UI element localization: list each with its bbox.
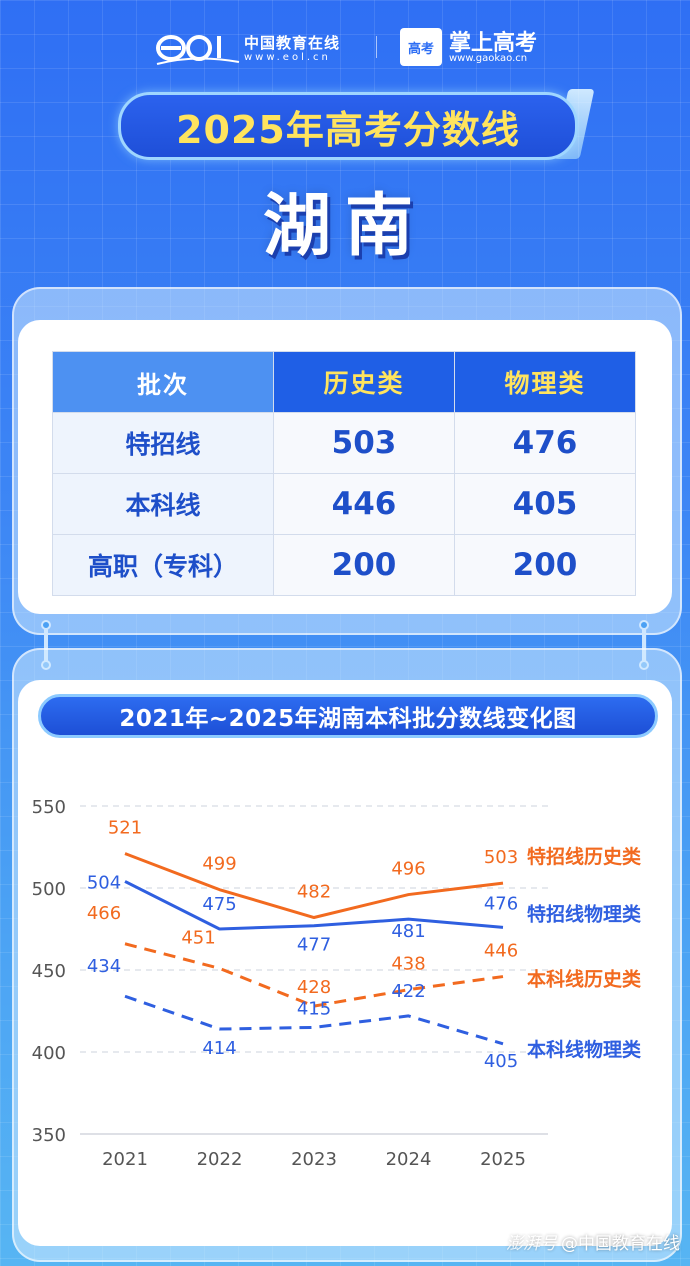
- header-divider: [376, 36, 377, 58]
- data-label: 414: [202, 1038, 236, 1059]
- header: 中国教育在线 www.eol.cn 高考 掌上高考 www.gaokao.cn: [0, 22, 690, 72]
- row-label: 本科线: [52, 473, 274, 535]
- data-label: 504: [87, 872, 121, 893]
- data-label: 415: [297, 998, 331, 1019]
- x-tick-label: 2021: [102, 1149, 148, 1170]
- y-tick-label: 400: [32, 1043, 66, 1064]
- data-label: 503: [484, 847, 518, 868]
- y-tick-label: 450: [32, 961, 66, 982]
- physics-score: 200: [454, 534, 636, 596]
- x-tick-label: 2025: [480, 1149, 526, 1170]
- data-label: 434: [87, 956, 121, 977]
- series-line: [124, 942, 504, 1008]
- y-tick-label: 500: [32, 879, 66, 900]
- row-label: 高职（专科）: [52, 534, 274, 596]
- eol-name: 中国教育在线: [244, 34, 341, 52]
- x-tick-label: 2024: [386, 1149, 432, 1170]
- data-label: 422: [391, 981, 425, 1002]
- header-history: 历史类: [273, 351, 455, 413]
- watermark-text: @中国教育在线: [561, 1234, 680, 1254]
- data-label: 405: [484, 1051, 518, 1072]
- watermark-prefix: 澎湃号: [506, 1234, 557, 1254]
- series-name-label: 特招线物理类: [527, 902, 641, 925]
- province-title: 湖南: [262, 187, 427, 266]
- header-batch: 批次: [52, 351, 274, 413]
- history-score: 446: [273, 473, 455, 535]
- y-tick-label: 350: [32, 1125, 66, 1146]
- series-line: [124, 852, 504, 920]
- eol-logo-icon: [156, 35, 240, 65]
- score-table: 批次 历史类 物理类 特招线 503 476 本科线 446 405 高职（专科…: [52, 351, 636, 596]
- series-line: [124, 880, 504, 931]
- chart-title: 2021年~2025年湖南本科批分数线变化图: [38, 694, 658, 738]
- row-label: 特招线: [52, 412, 274, 474]
- eol-url: www.eol.cn: [244, 52, 331, 63]
- series-line: [124, 994, 504, 1046]
- data-label: 482: [297, 882, 331, 903]
- gaokao-logo-badge: 高考: [400, 28, 442, 66]
- data-label: 477: [297, 935, 331, 956]
- physics-score: 476: [454, 412, 636, 474]
- series-name-label: 本科线物理类: [527, 1038, 641, 1061]
- x-tick-label: 2023: [291, 1149, 337, 1170]
- table-row: 特招线 503 476: [52, 412, 636, 474]
- title-banner: 2025年高考分数线: [118, 89, 595, 160]
- chart-card: [18, 680, 672, 1246]
- data-label: 521: [108, 818, 142, 839]
- series-name-label: 本科线历史类: [527, 968, 641, 991]
- data-label: 438: [391, 954, 425, 975]
- data-label: 466: [87, 903, 121, 924]
- table-header-row: 批次 历史类 物理类: [52, 351, 636, 413]
- page-title: 2025年高考分数线: [176, 107, 520, 152]
- data-label: 446: [484, 941, 518, 962]
- data-label: 428: [297, 977, 331, 998]
- gaokao-url: www.gaokao.cn: [449, 53, 528, 64]
- data-label: 475: [202, 894, 236, 915]
- gaokao-name: 掌上高考: [449, 31, 538, 56]
- y-tick-label: 550: [32, 797, 66, 818]
- history-score: 200: [273, 534, 455, 596]
- x-tick-label: 2022: [197, 1149, 243, 1170]
- data-label: 499: [202, 854, 236, 875]
- data-label: 451: [181, 927, 215, 948]
- header-physics: 物理类: [454, 351, 636, 413]
- table-row: 高职（专科） 200 200: [52, 534, 636, 596]
- data-label: 476: [484, 893, 518, 914]
- history-score: 503: [273, 412, 455, 474]
- data-label: 496: [391, 859, 425, 880]
- data-label: 481: [391, 921, 425, 942]
- watermark: 澎湃号 @中国教育在线: [506, 1229, 680, 1254]
- series-name-label: 特招线历史类: [527, 845, 641, 868]
